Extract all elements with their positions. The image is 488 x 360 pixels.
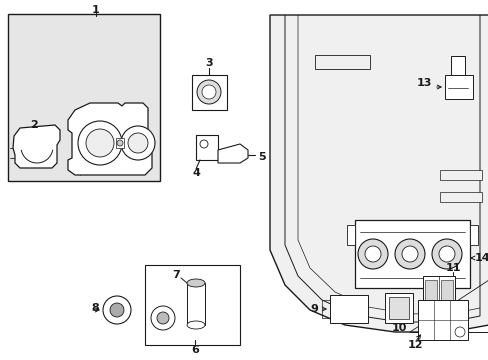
Ellipse shape [186,321,204,329]
Text: 4: 4 [192,168,200,178]
Circle shape [357,239,387,269]
Bar [439,170,481,180]
Circle shape [151,306,175,330]
Bar [346,225,354,245]
Bar [450,56,464,75]
Bar [116,138,124,148]
Text: 11: 11 [445,263,460,273]
Text: 3: 3 [205,58,212,68]
Text: 13: 13 [416,78,431,88]
Circle shape [438,246,454,262]
Circle shape [197,80,221,104]
Text: 6: 6 [191,345,199,355]
Text: 9: 9 [309,304,317,314]
Bar [192,75,226,110]
Bar [469,225,477,245]
Polygon shape [269,15,488,332]
Ellipse shape [186,279,204,287]
Circle shape [200,140,207,148]
Bar [424,280,436,302]
Bar [388,297,408,319]
Circle shape [86,129,114,157]
Bar [196,135,218,160]
Circle shape [401,246,417,262]
Text: 2: 2 [30,120,38,130]
Circle shape [157,312,169,324]
Circle shape [110,303,124,317]
Circle shape [128,133,148,153]
Polygon shape [68,103,152,175]
Circle shape [364,246,380,262]
Bar [417,300,467,340]
Circle shape [121,126,155,160]
Bar [422,276,454,306]
Bar [384,293,412,323]
Circle shape [431,239,461,269]
Text: 14: 14 [473,253,488,263]
Bar [329,295,367,323]
Circle shape [454,327,464,337]
Circle shape [202,85,216,99]
Circle shape [103,296,131,324]
Text: 12: 12 [407,340,422,350]
Bar [354,220,469,288]
Text: 7: 7 [172,270,180,280]
Bar [444,75,472,99]
Circle shape [394,239,424,269]
Polygon shape [13,125,60,168]
Text: 10: 10 [390,323,406,333]
Bar [439,192,481,202]
Bar [8,14,160,181]
Bar [314,55,369,69]
Bar [186,283,204,325]
Circle shape [78,121,122,165]
Bar [440,280,452,302]
Bar [145,265,240,345]
Text: 8: 8 [91,303,99,313]
Text: 5: 5 [258,152,265,162]
Circle shape [117,140,123,146]
Text: 1: 1 [92,5,100,15]
Polygon shape [218,144,247,163]
